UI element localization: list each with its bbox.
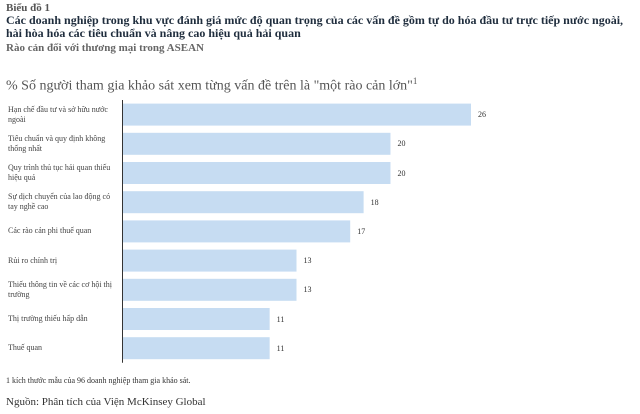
bar — [123, 337, 270, 360]
category-label: Thuế quan — [8, 343, 42, 353]
value-label: 17 — [357, 226, 366, 236]
category-label: Tiêu chuẩn và quy định không thống nhất — [8, 133, 106, 153]
footnote-marker: 1 — [412, 76, 418, 86]
source: Nguồn: Phân tích của Viện McKinsey Globa… — [6, 396, 206, 408]
value-label: 20 — [397, 168, 406, 178]
footnote: 1 kích thước mẫu của 96 doanh nghiệp tha… — [6, 376, 191, 385]
value-label: 13 — [303, 256, 312, 266]
value-label: 11 — [276, 314, 285, 324]
category-label: Thiếu thông tin về các cơ hội thị trường — [8, 279, 112, 299]
bar — [123, 278, 297, 301]
bar — [123, 132, 391, 155]
bar — [123, 162, 391, 184]
bar — [123, 249, 297, 272]
bar — [123, 103, 471, 126]
bar — [123, 220, 351, 243]
value-label: 20 — [397, 139, 406, 149]
bar — [123, 308, 270, 330]
category-label: Thị trường thiếu hấp dẫn — [8, 314, 88, 323]
value-label: % Số người tham gia khảo sát xem từng vấ… — [6, 76, 417, 95]
category-label: Hạn chế đầu tư và sở hữu nước ngoài — [8, 104, 108, 124]
value-label: 18 — [370, 197, 379, 207]
value-label: 26 — [478, 110, 486, 120]
kicker: Biểu đồ 1 — [6, 2, 51, 14]
category-label: Rủi ro chính trị — [8, 255, 58, 265]
category-label: Sự dịch chuyển của lao động có tay nghề … — [8, 192, 111, 212]
category-label: Quy trình thủ tục hải quan thiếu hiệu qu… — [8, 163, 111, 182]
value-label: 11 — [276, 343, 285, 353]
bar — [123, 191, 364, 214]
value-label-text: % Số người tham gia khảo sát xem từng vấ… — [6, 78, 413, 94]
subtitle: Rào cản đối với thương mại trong ASEAN — [6, 42, 204, 54]
category-label: Các rào cản phi thuế quan — [8, 226, 92, 236]
value-label: 13 — [303, 285, 312, 295]
chart-title: Các doanh nghiệp trong khu vực đánh giá … — [6, 13, 624, 40]
